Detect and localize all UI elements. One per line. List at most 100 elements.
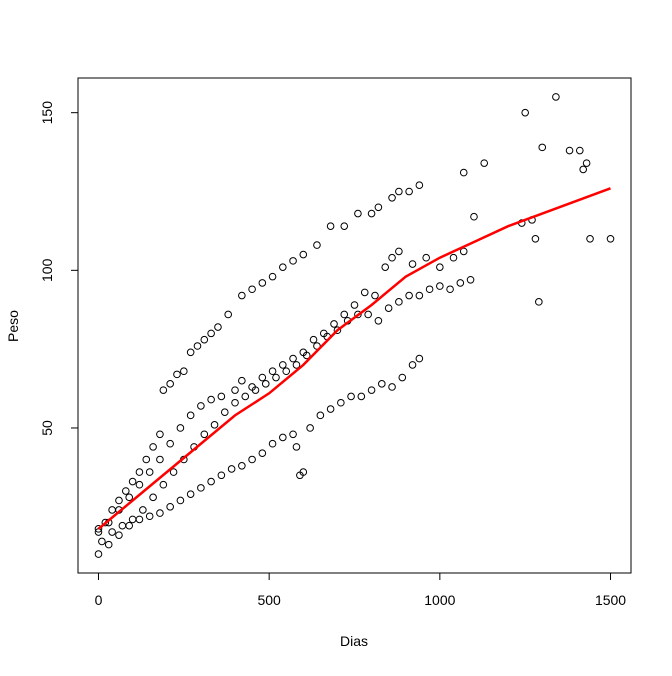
x-tick-label: 1500 bbox=[595, 592, 626, 608]
point bbox=[388, 253, 396, 262]
point bbox=[145, 512, 154, 521]
point bbox=[118, 521, 127, 530]
point bbox=[217, 471, 226, 480]
point bbox=[388, 194, 396, 202]
point bbox=[176, 424, 185, 432]
point bbox=[381, 263, 390, 271]
point bbox=[357, 392, 366, 401]
point bbox=[565, 146, 574, 155]
point bbox=[217, 392, 226, 401]
point bbox=[436, 282, 444, 290]
point bbox=[125, 493, 134, 502]
point bbox=[173, 370, 181, 379]
point bbox=[115, 496, 123, 505]
point bbox=[207, 395, 215, 404]
point bbox=[142, 455, 151, 464]
point bbox=[326, 405, 335, 413]
point bbox=[350, 301, 359, 309]
point bbox=[227, 465, 236, 473]
point bbox=[268, 367, 277, 376]
point bbox=[231, 398, 239, 407]
point bbox=[115, 531, 123, 539]
point bbox=[98, 537, 106, 546]
plot-box bbox=[77, 77, 632, 574]
fit-line bbox=[97, 187, 611, 530]
point bbox=[149, 493, 157, 502]
y-tick-label: 50 bbox=[39, 420, 55, 436]
point bbox=[207, 477, 215, 486]
point bbox=[121, 487, 130, 495]
point bbox=[186, 490, 195, 498]
point bbox=[470, 212, 478, 221]
point bbox=[354, 310, 362, 319]
point bbox=[299, 468, 308, 476]
point bbox=[220, 408, 229, 417]
point bbox=[354, 209, 362, 218]
point bbox=[292, 443, 301, 451]
point bbox=[340, 222, 349, 230]
point bbox=[156, 455, 164, 464]
point bbox=[108, 528, 116, 536]
point bbox=[139, 506, 147, 514]
point bbox=[374, 203, 383, 212]
point bbox=[200, 430, 209, 439]
point bbox=[333, 326, 342, 335]
point bbox=[166, 380, 174, 388]
point bbox=[258, 373, 267, 382]
point bbox=[156, 430, 164, 439]
point bbox=[279, 433, 287, 442]
point bbox=[200, 335, 209, 344]
point bbox=[415, 354, 424, 363]
point bbox=[159, 386, 168, 394]
point bbox=[197, 402, 205, 410]
point bbox=[176, 496, 185, 505]
point bbox=[405, 187, 413, 196]
point bbox=[436, 263, 444, 271]
point bbox=[145, 468, 154, 476]
point bbox=[531, 234, 540, 243]
y-axis-label: Peso bbox=[5, 310, 21, 342]
point bbox=[306, 424, 314, 432]
point bbox=[408, 260, 417, 268]
point bbox=[272, 373, 280, 382]
point bbox=[340, 310, 349, 319]
point bbox=[224, 310, 232, 319]
point bbox=[575, 146, 584, 155]
point bbox=[248, 285, 256, 294]
point bbox=[258, 279, 267, 287]
point bbox=[156, 509, 164, 517]
point bbox=[101, 518, 110, 527]
x-tick-label: 500 bbox=[257, 592, 281, 608]
point bbox=[238, 291, 246, 300]
point bbox=[466, 275, 475, 284]
point bbox=[395, 247, 403, 256]
point bbox=[210, 421, 219, 429]
point bbox=[238, 462, 246, 470]
point bbox=[166, 439, 174, 448]
point bbox=[384, 304, 393, 312]
point bbox=[367, 386, 376, 394]
y-tick-label: 100 bbox=[39, 258, 55, 282]
point bbox=[405, 291, 413, 300]
point bbox=[292, 361, 301, 369]
point bbox=[207, 329, 215, 338]
point bbox=[186, 411, 195, 420]
point bbox=[313, 241, 321, 249]
point bbox=[149, 443, 157, 451]
point bbox=[538, 143, 547, 152]
point bbox=[159, 480, 168, 489]
point bbox=[289, 354, 297, 363]
point bbox=[135, 468, 144, 476]
point bbox=[535, 298, 543, 306]
point bbox=[128, 477, 137, 486]
point bbox=[364, 310, 372, 319]
point bbox=[582, 159, 591, 167]
point bbox=[456, 279, 465, 287]
point bbox=[197, 484, 205, 492]
point bbox=[521, 108, 529, 117]
point bbox=[326, 222, 335, 230]
point bbox=[94, 550, 103, 558]
point bbox=[108, 506, 116, 514]
